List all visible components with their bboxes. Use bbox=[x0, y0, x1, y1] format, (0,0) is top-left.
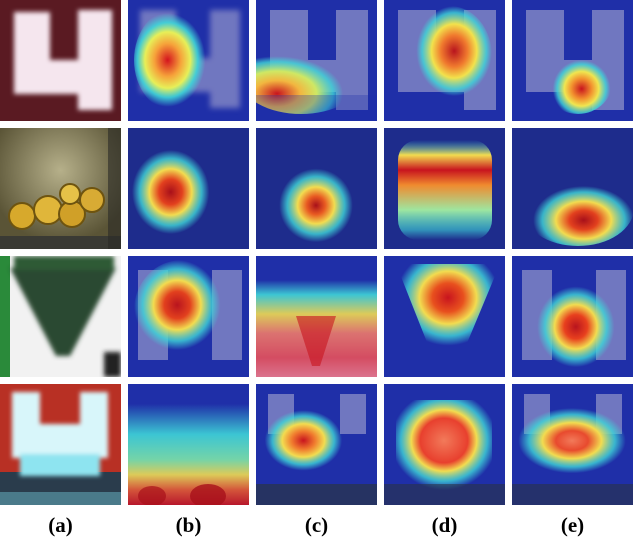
heatmap-r2-c bbox=[256, 128, 377, 249]
heatmap-r1-d bbox=[384, 0, 505, 121]
heatmap-r3-c bbox=[256, 256, 377, 377]
heatmap-r3-b bbox=[128, 256, 249, 377]
column-label-b: (b) bbox=[175, 513, 202, 537]
heatmap-r1-c bbox=[256, 0, 377, 121]
heatmap-r4-b bbox=[128, 384, 249, 505]
image-r1-original bbox=[0, 0, 121, 121]
image-r4-original bbox=[0, 384, 121, 505]
column-label-a: (a) bbox=[48, 513, 73, 537]
heatmap-r4-c bbox=[256, 384, 377, 505]
image-r2-original bbox=[0, 128, 121, 249]
heatmap-r4-d bbox=[384, 384, 505, 505]
heatmap-r4-e bbox=[512, 384, 633, 505]
heatmap-r3-e bbox=[512, 256, 633, 377]
column-label-c: (c) bbox=[304, 513, 329, 537]
heatmap-r3-d bbox=[384, 256, 505, 377]
column-label-e: (e) bbox=[560, 513, 585, 537]
heatmap-r2-e bbox=[512, 128, 633, 249]
heatmap-r2-b bbox=[128, 128, 249, 249]
column-label-d: (d) bbox=[431, 513, 458, 537]
heatmap-r2-d bbox=[384, 128, 505, 249]
heatmap-r1-b bbox=[128, 0, 249, 121]
heatmap-r1-e bbox=[512, 0, 633, 121]
image-r3-original bbox=[0, 256, 121, 377]
